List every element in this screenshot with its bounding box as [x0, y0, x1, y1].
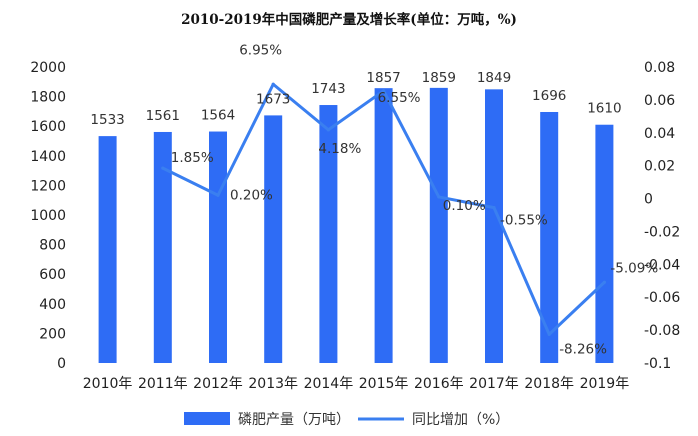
line-data-label: -0.55% [500, 213, 548, 229]
x-tick-label: 2018年 [524, 376, 574, 392]
right-tick-label: -0.1 [644, 356, 671, 372]
bar [374, 88, 393, 363]
bar-data-labels: 1533 1561 1564 1673 1743 1857 1859 1849 1696 1610 [90, 70, 621, 128]
line-data-label: 1.85% [171, 150, 214, 166]
left-tick-label: 1800 [30, 90, 66, 106]
x-tick-label: 2013年 [248, 376, 298, 392]
right-tick-label: -0.04 [644, 257, 680, 273]
line-point [437, 195, 441, 199]
left-tick-label: 200 [39, 326, 66, 342]
line-data-labels: 1.85% 0.20% 6.95% 4.18% 6.55% 0.10% -0.55% -8.2… [171, 42, 659, 357]
left-tick-label: 1000 [30, 208, 66, 224]
line-data-label: -8.26% [559, 341, 607, 357]
left-tick-label: 400 [39, 297, 66, 313]
legend: 磷肥产量（万吨） 同比增加（%） [184, 412, 509, 428]
bar [153, 131, 172, 363]
x-tick-label: 2012年 [193, 376, 243, 392]
bar-data-label: 1743 [311, 81, 345, 97]
x-tick-label: 2019年 [580, 376, 630, 392]
line-point [492, 206, 496, 210]
x-tick-label: 2017年 [469, 376, 519, 392]
x-tick-label: 2014年 [304, 376, 354, 392]
bar [264, 115, 283, 363]
line-series [161, 82, 607, 336]
bar-data-label: 1564 [201, 108, 235, 124]
right-axis: -0.1 -0.08 -0.06 -0.04 -0.02 0 0.02 0.04 0.06 0.0… [644, 60, 680, 372]
right-tick-label: 0.02 [644, 159, 675, 175]
line-point [547, 332, 551, 336]
bar-data-label: 1849 [477, 70, 511, 86]
left-tick-label: 2000 [30, 60, 66, 76]
left-tick-label: 1600 [30, 119, 66, 135]
bar-data-label: 1696 [532, 88, 566, 104]
x-tick-label: 2010年 [83, 376, 133, 392]
right-tick-label: 0.08 [644, 60, 675, 76]
bar-data-label: 1857 [366, 70, 400, 86]
bar-data-label: 1859 [422, 70, 456, 86]
line-data-label: 6.95% [239, 42, 282, 58]
legend-line-label: 同比增加（%） [412, 412, 509, 428]
right-tick-label: 0.06 [644, 93, 675, 109]
right-tick-label: 0.04 [644, 126, 675, 142]
bar [429, 87, 448, 364]
x-tick-label: 2011年 [138, 376, 188, 392]
bar [485, 89, 503, 364]
left-tick-label: 600 [39, 267, 66, 283]
line-point [382, 89, 386, 93]
bar-data-label: 1673 [256, 91, 290, 107]
line-data-label: 6.55% [378, 90, 421, 106]
line-point [326, 128, 330, 132]
bar-series [98, 87, 614, 364]
legend-bar-label: 磷肥产量（万吨） [238, 412, 350, 428]
line-point [602, 280, 607, 284]
x-axis: 2010年 2011年 2012年 2013年 2014年 2015年 2016年 2017年… [83, 376, 629, 392]
right-tick-label: 0 [644, 192, 653, 208]
right-tick-label: -0.02 [644, 224, 680, 240]
bar-data-label: 1610 [587, 101, 621, 117]
x-tick-label: 2015年 [359, 376, 409, 392]
bar [98, 136, 117, 363]
x-tick-label: 2016年 [414, 376, 464, 392]
left-tick-label: 800 [39, 238, 66, 254]
bar-data-label: 1561 [146, 108, 180, 124]
left-tick-label: 1400 [30, 149, 66, 165]
left-tick-label: 1200 [30, 178, 66, 194]
line-data-label: -5.09% [610, 260, 658, 276]
bar [595, 124, 614, 363]
bar-data-label: 1533 [90, 112, 124, 128]
line-point [161, 166, 165, 170]
right-tick-label: -0.08 [644, 323, 680, 339]
line-data-label: 0.10% [443, 198, 486, 214]
line-data-label: 0.20% [230, 187, 273, 203]
legend-bar-swatch [184, 412, 230, 425]
bar [319, 105, 338, 363]
line-data-label: 4.18% [318, 141, 361, 157]
right-tick-label: -0.06 [644, 290, 680, 306]
chart-title: 2010-2019年中国磷肥产量及增长率(单位：万吨，%) [181, 11, 517, 28]
left-axis: 0 200 400 600 800 1000 1200 1400 1600 1800 2000 [30, 60, 66, 372]
bar [540, 111, 559, 363]
left-tick-label: 0 [57, 356, 66, 372]
line-point [271, 82, 275, 86]
line-point [216, 193, 220, 197]
bar [209, 131, 227, 363]
